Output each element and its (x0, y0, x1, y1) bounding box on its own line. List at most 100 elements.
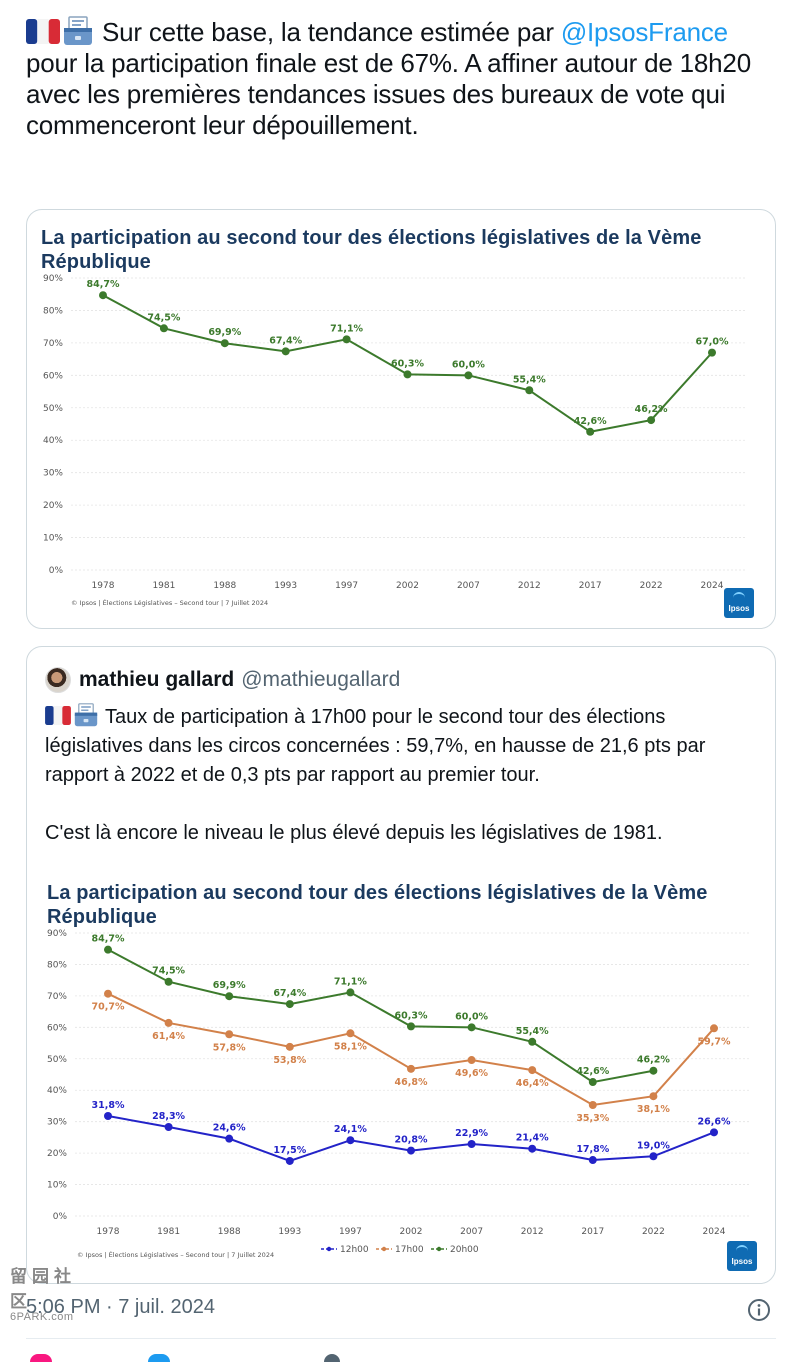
data-label: 55,4% (516, 1026, 549, 1037)
divider (26, 1338, 776, 1339)
data-point (159, 324, 168, 333)
author-handle: @mathieugallard (241, 668, 401, 691)
data-point (710, 1024, 718, 1033)
y-tick-label: 0% (49, 566, 64, 576)
data-label: 19,0% (637, 1140, 670, 1151)
chart-source: © Ipsos | Élections Législatives – Secon… (77, 1250, 274, 1259)
x-tick-label: 1981 (157, 1227, 180, 1237)
data-label: 26,6% (698, 1116, 731, 1127)
x-tick-label: 2012 (521, 1227, 544, 1237)
data-label: 42,6% (574, 416, 607, 427)
info-icon[interactable] (747, 1298, 771, 1322)
data-label: 28,3% (152, 1111, 185, 1122)
x-tick-label: 2024 (703, 1227, 726, 1237)
y-tick-label: 10% (43, 534, 63, 544)
x-tick-label: 2024 (701, 581, 724, 591)
data-point (346, 1029, 355, 1038)
tweet-timestamp[interactable]: 5:06 PM · 7 juil. 2024 (26, 1296, 215, 1318)
watermark-url: 6PARK.com (10, 1311, 74, 1323)
data-point (104, 945, 112, 954)
chart-title: La participation au second tour des élec… (41, 227, 702, 273)
data-label: 67,4% (273, 988, 306, 999)
data-point (285, 1042, 294, 1051)
chart-card[interactable]: La participation au second tour des élec… (26, 209, 776, 629)
watermark: 留园社区 6PARK.com (10, 1262, 96, 1323)
data-point (220, 339, 229, 348)
data-point (649, 1152, 658, 1161)
data-point (525, 386, 534, 395)
y-tick-label: 60% (47, 1023, 67, 1033)
data-point (649, 1066, 658, 1075)
data-point (164, 977, 173, 986)
y-tick-label: 40% (43, 436, 63, 446)
ipsos-logo: Ipsos (727, 1241, 757, 1271)
data-label: 57,8% (213, 1042, 246, 1053)
data-label: 60,0% (455, 1011, 488, 1022)
participation-chart: 0% 10% 20% 30% 40% 50% 60% 70% 80% 90% 1978 1981 198… (43, 274, 747, 607)
quoted-paragraph-1: Taux de participation à 17h00 pour le se… (45, 706, 706, 786)
data-label: 74,5% (147, 312, 180, 323)
legend-label: 20h00 (450, 1245, 479, 1255)
data-point (647, 416, 656, 425)
y-tick-label: 90% (43, 274, 63, 284)
data-label: 71,1% (334, 976, 367, 987)
data-point (407, 1022, 415, 1031)
legend-label: 17h00 (395, 1245, 424, 1255)
quoted-author[interactable]: mathieu gallard @mathieugallard (45, 667, 400, 693)
legend-label: 12h00 (340, 1245, 369, 1255)
reply-icon[interactable] (148, 1354, 170, 1362)
data-label: 67,0% (696, 337, 729, 348)
data-label: 60,3% (395, 1010, 428, 1021)
x-tick-label: 1997 (339, 1227, 362, 1237)
mention-link[interactable]: @IpsosFrance (560, 17, 728, 47)
x-tick-label: 2022 (642, 1227, 665, 1237)
legend-marker (436, 1246, 442, 1252)
data-point (346, 988, 355, 997)
data-label: 67,4% (269, 335, 302, 346)
data-point (164, 1018, 173, 1027)
participation-chart-hourly: 0% 10% 20% 30% 40% 50% 60% 70% 80% 90% 1978 1981 198… (47, 929, 749, 1259)
y-tick-label: 80% (43, 306, 63, 316)
data-label: 59,7% (698, 1036, 731, 1047)
ballot-box-icon (74, 703, 98, 727)
y-tick-label: 20% (43, 501, 63, 511)
data-point (528, 1066, 537, 1075)
data-label: 46,2% (637, 1055, 670, 1066)
quoted-paragraph-2: C'est là encore le niveau le plus élevé … (45, 822, 663, 844)
data-point (285, 1156, 294, 1165)
data-point (342, 335, 351, 344)
data-point (528, 1144, 537, 1153)
y-tick-label: 40% (47, 1086, 67, 1096)
data-label: 49,6% (455, 1068, 488, 1079)
y-tick-label: 30% (47, 1118, 67, 1128)
series-line-20h00 (107, 948, 654, 1084)
data-label: 53,8% (273, 1055, 306, 1066)
y-tick-label: 10% (47, 1181, 67, 1191)
data-point (588, 1156, 597, 1165)
data-label: 46,8% (395, 1077, 428, 1088)
x-tick-label: 2022 (640, 581, 663, 591)
data-label: 69,9% (208, 327, 241, 338)
data-label: 55,4% (513, 374, 546, 385)
france-flag-icon (45, 706, 71, 725)
data-point (467, 1139, 476, 1148)
y-tick-label: 70% (47, 992, 67, 1002)
data-label: 31,8% (92, 1100, 125, 1111)
data-label: 84,7% (92, 934, 125, 945)
share-icon[interactable] (324, 1354, 340, 1362)
data-label: 46,2% (635, 404, 668, 415)
data-point (407, 1064, 415, 1073)
data-label: 46,4% (516, 1078, 549, 1089)
data-point (407, 1146, 415, 1155)
data-point (225, 1134, 234, 1143)
y-tick-label: 90% (47, 929, 67, 939)
watermark-glyphs: 留园社区 (10, 1267, 76, 1311)
data-point (285, 1000, 294, 1009)
tweet-text-part-1: Sur cette base, la tendance estimée par (102, 17, 561, 47)
data-point (710, 1128, 718, 1137)
avatar[interactable] (45, 667, 71, 693)
quoted-tweet[interactable]: mathieu gallard @mathieugallard Taux de … (26, 646, 776, 1284)
data-label: 58,1% (334, 1041, 367, 1052)
like-icon[interactable] (30, 1354, 52, 1362)
data-label: 38,1% (637, 1104, 670, 1115)
